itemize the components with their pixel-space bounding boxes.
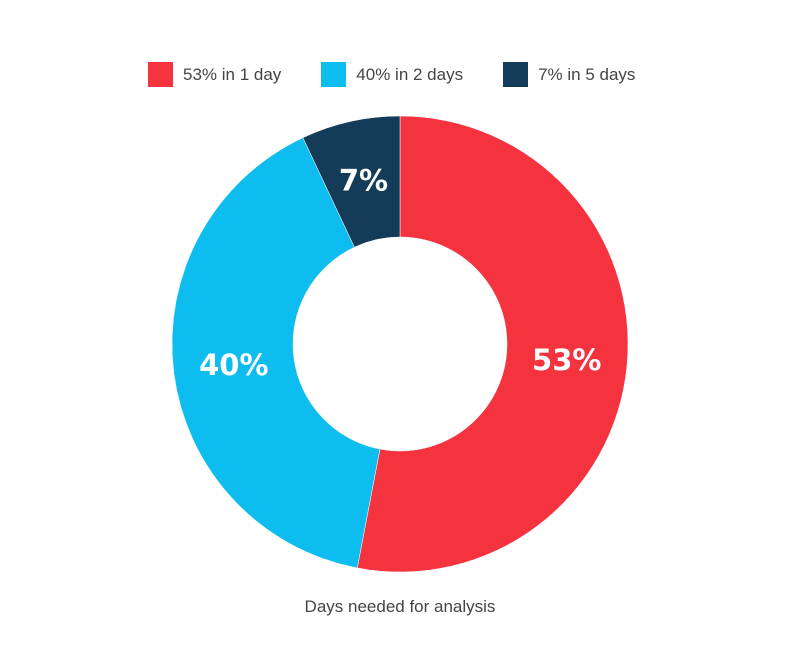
chart-caption: Days needed for analysis — [304, 597, 496, 616]
legend-item-5-days[interactable]: 7% in 5 days — [503, 62, 635, 87]
legend-label-1-day: 53% in 1 day — [183, 64, 282, 84]
slice-label-1-day: 53% — [532, 343, 601, 377]
slice-5-days[interactable] — [302, 115, 401, 248]
legend-item-2-days[interactable]: 40% in 2 days — [321, 62, 463, 87]
legend-swatch-1-day — [148, 62, 173, 87]
legend-label-2-days: 40% in 2 days — [356, 64, 464, 84]
legend-label-5-days: 7% in 5 days — [538, 64, 636, 84]
slice-label-2-days: 40% — [199, 348, 268, 382]
slice-1-day[interactable] — [356, 115, 629, 573]
slice-2-days[interactable] — [171, 137, 381, 569]
legend-swatch-5-days — [503, 62, 529, 87]
slice-label-5-days: 7% — [339, 164, 388, 198]
legend-swatch-2-days — [321, 62, 347, 87]
legend-item-1-day[interactable]: 53% in 1 day — [148, 62, 281, 87]
chart-legend: 53% in 1 day 40% in 2 days 7% in 5 days — [148, 62, 675, 87]
